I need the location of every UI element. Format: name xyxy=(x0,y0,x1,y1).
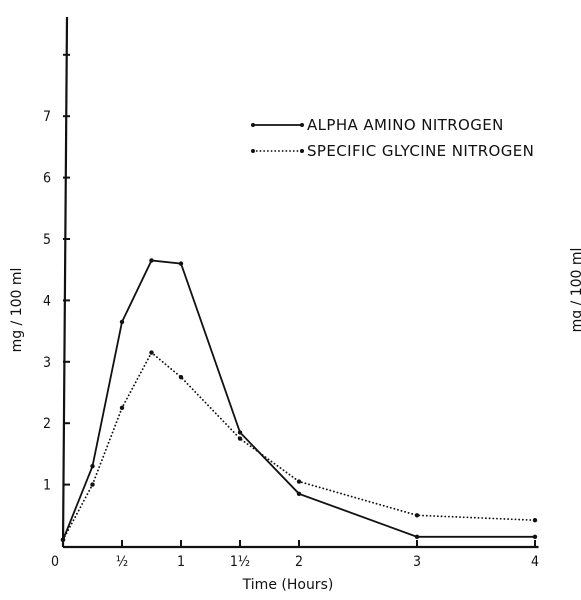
series-layer xyxy=(60,258,538,543)
data-point xyxy=(532,534,538,539)
data-point xyxy=(414,513,420,518)
series-line-1 xyxy=(62,259,535,541)
data-point xyxy=(237,430,243,435)
series-line-2 xyxy=(62,351,536,541)
data-point xyxy=(237,436,243,441)
y-tick-label: 4 xyxy=(43,293,51,309)
data-point xyxy=(149,350,154,355)
x-tick-label: 1 xyxy=(177,554,185,570)
axes xyxy=(61,16,539,549)
x-tick-label: ½ xyxy=(116,554,128,570)
data-point xyxy=(119,405,125,411)
legend: ALPHA AMINO NITROGEN SPECIFIC GLYCINE NIT… xyxy=(251,116,534,160)
data-point xyxy=(532,518,538,523)
y-tick-label: 5 xyxy=(43,232,51,248)
y-tick-label: 7 xyxy=(43,109,51,125)
data-point xyxy=(178,374,184,380)
x-tick-label: 4 xyxy=(531,554,539,570)
y-axis-line xyxy=(61,16,69,548)
data-point xyxy=(90,463,95,469)
y-axis-label: mg / 100 ml xyxy=(9,268,25,353)
y-tick-label: 2 xyxy=(43,416,51,432)
x-tick-label: 3 xyxy=(413,554,421,570)
y-tick-label: 1 xyxy=(43,478,51,494)
data-point xyxy=(296,491,302,497)
data-point xyxy=(90,482,95,487)
data-point xyxy=(178,261,184,266)
legend-marker xyxy=(251,149,255,153)
x-tick-label: 2 xyxy=(295,554,303,570)
x-tick-label: 1½ xyxy=(230,554,250,570)
data-point xyxy=(119,319,125,325)
x-axis-label: Time (Hours) xyxy=(242,577,334,593)
y-tick-label: 6 xyxy=(43,171,51,187)
data-point xyxy=(60,537,66,543)
x-tick-label: 0 xyxy=(51,554,59,570)
data-point xyxy=(149,258,154,263)
data-point xyxy=(414,534,420,539)
legend-marker xyxy=(251,123,255,127)
ticks: 0 ½ 1 1½ 2 3 4 1 2 3 4 5 6 7 xyxy=(43,53,539,570)
right-y-axis-label: mg / 100 ml xyxy=(569,248,581,333)
legend-label-2: SPECIFIC GLYCINE NITROGEN xyxy=(307,142,534,160)
legend-marker xyxy=(300,123,304,127)
data-point xyxy=(296,479,302,484)
legend-marker xyxy=(300,149,304,153)
y-tick-label: 3 xyxy=(43,355,51,371)
legend-label-1: ALPHA AMINO NITROGEN xyxy=(307,116,504,134)
